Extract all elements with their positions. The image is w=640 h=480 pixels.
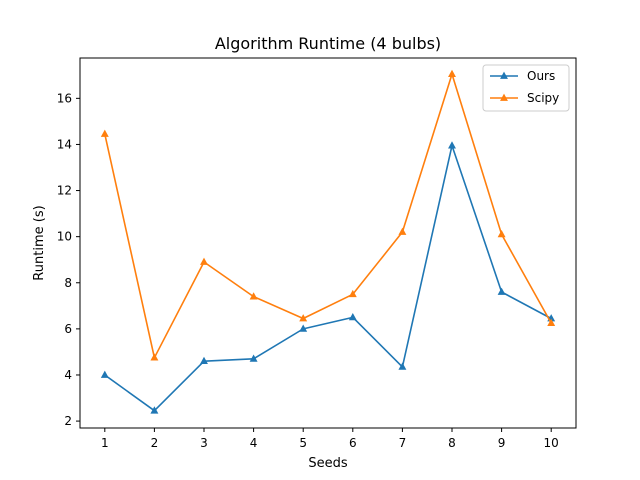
chart-title: Algorithm Runtime (4 bulbs) bbox=[215, 34, 441, 53]
x-tick-label: 5 bbox=[299, 436, 307, 450]
data-point-scipy bbox=[100, 129, 109, 137]
data-point-ours bbox=[497, 287, 506, 295]
data-point-scipy bbox=[150, 353, 159, 361]
x-axis-label: Seeds bbox=[308, 456, 348, 471]
data-point-ours bbox=[150, 406, 159, 414]
x-tick-label: 3 bbox=[200, 436, 208, 450]
data-point-scipy bbox=[497, 229, 506, 238]
y-tick-label: 4 bbox=[64, 368, 72, 382]
series-line-ours bbox=[104, 144, 552, 412]
y-tick-label: 12 bbox=[57, 184, 72, 198]
data-point-scipy bbox=[398, 227, 407, 235]
y-tick-label: 10 bbox=[57, 230, 72, 244]
data-point-ours bbox=[348, 312, 357, 321]
data-point-ours bbox=[299, 324, 308, 332]
x-tick-label: 1 bbox=[101, 436, 109, 450]
y-tick-label: 2 bbox=[64, 414, 72, 428]
data-point-ours bbox=[448, 141, 456, 149]
y-tick-label: 16 bbox=[57, 91, 72, 105]
legend-marker-ours bbox=[500, 71, 508, 79]
x-tick-label: 10 bbox=[544, 436, 559, 450]
x-tick-label: 4 bbox=[250, 436, 258, 450]
data-point-ours bbox=[398, 362, 407, 370]
data-point-scipy bbox=[448, 69, 456, 77]
data-point-scipy bbox=[547, 318, 556, 326]
legend-label-ours: Ours bbox=[527, 69, 555, 83]
y-tick-label: 14 bbox=[57, 137, 72, 151]
x-tick-label: 7 bbox=[399, 436, 407, 450]
x-tick-label: 2 bbox=[151, 436, 159, 450]
legend-label-scipy: Scipy bbox=[527, 91, 559, 105]
data-point-ours bbox=[100, 370, 109, 378]
data-point-scipy bbox=[200, 257, 208, 265]
x-tick-label: 8 bbox=[448, 436, 456, 450]
series-line-scipy bbox=[104, 73, 552, 359]
y-tick-label: 6 bbox=[64, 322, 72, 336]
x-tick-label: 9 bbox=[498, 436, 506, 450]
x-tick-label: 6 bbox=[349, 436, 357, 450]
y-tick-label: 8 bbox=[64, 276, 72, 290]
legend-marker-scipy bbox=[500, 93, 508, 101]
data-point-ours bbox=[249, 354, 258, 362]
data-point-scipy bbox=[299, 314, 308, 322]
legend: Ours Scipy bbox=[482, 64, 570, 112]
data-point-scipy bbox=[348, 289, 357, 298]
data-point-scipy bbox=[249, 292, 258, 300]
plot-frame bbox=[79, 57, 577, 429]
series-layer bbox=[100, 69, 556, 414]
data-point-ours bbox=[200, 356, 208, 365]
y-axis-label: Runtime (s) bbox=[32, 205, 47, 280]
